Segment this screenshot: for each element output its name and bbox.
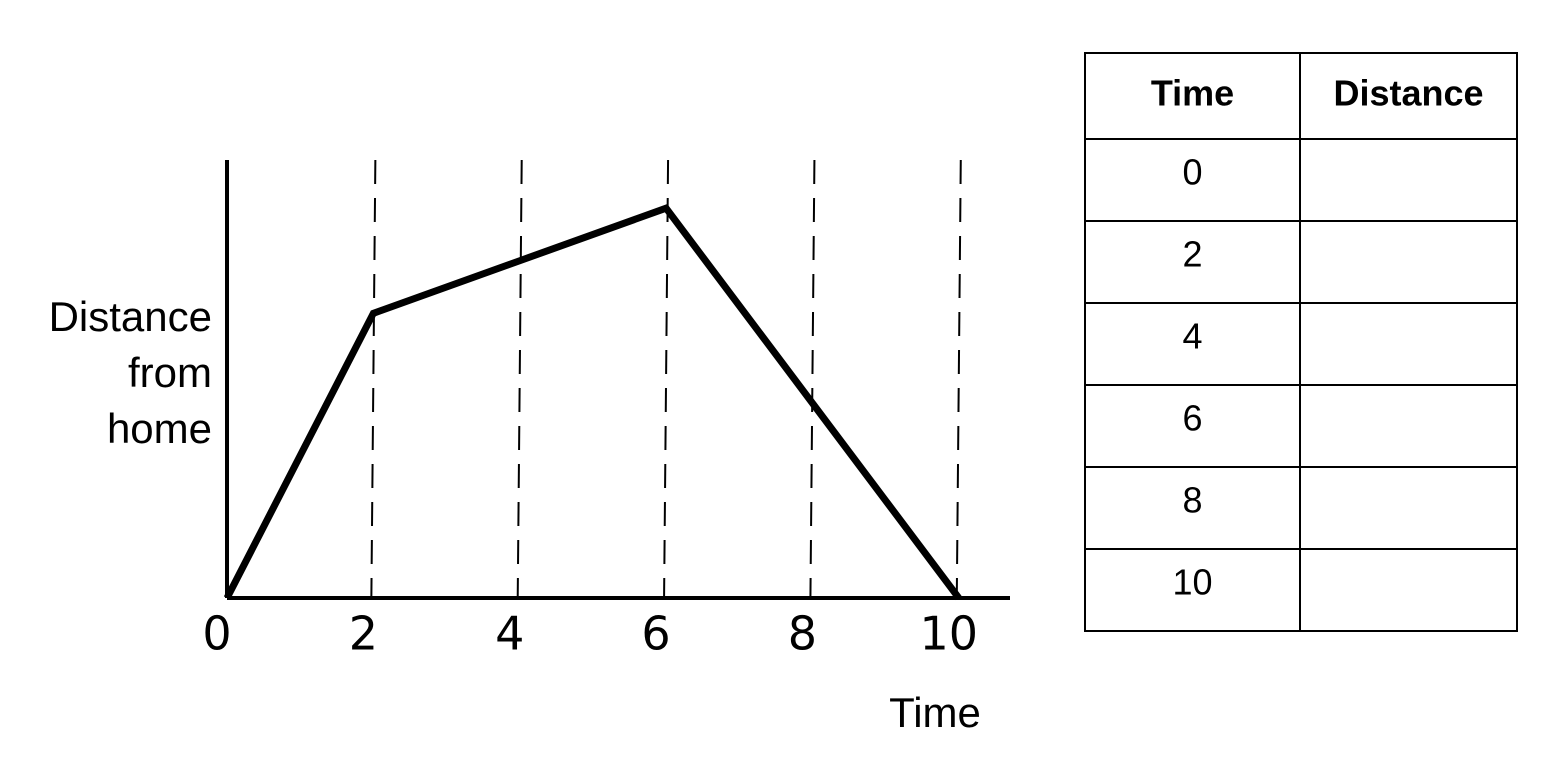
y-axis-label: home (107, 405, 212, 452)
grid-line (809, 159, 816, 599)
x-tick-label: 0 (202, 607, 231, 661)
data-line (223, 204, 962, 601)
grid-line (663, 159, 670, 599)
x-tick-label: 4 (495, 607, 524, 661)
table-cell: 2 (1182, 234, 1202, 275)
x-tick-label: 10 (920, 607, 979, 661)
table-cell: 4 (1182, 316, 1202, 357)
table-cell: 10 (1172, 562, 1212, 603)
grid-line (370, 159, 377, 599)
grid-line (955, 159, 962, 599)
y-axis-label: Distance (49, 293, 212, 340)
x-tick-label: 2 (349, 607, 378, 661)
table-cell: 6 (1182, 398, 1202, 439)
table-header: Distance (1333, 73, 1483, 114)
table-header: Time (1151, 73, 1234, 114)
grid-line (516, 159, 523, 599)
table-cell: 0 (1182, 152, 1202, 193)
table-cell: 8 (1182, 480, 1202, 521)
y-axis-label: from (128, 349, 212, 396)
x-axis-label: Time (889, 689, 981, 736)
x-tick-label: 6 (641, 607, 670, 661)
x-tick-label: 8 (788, 607, 817, 661)
